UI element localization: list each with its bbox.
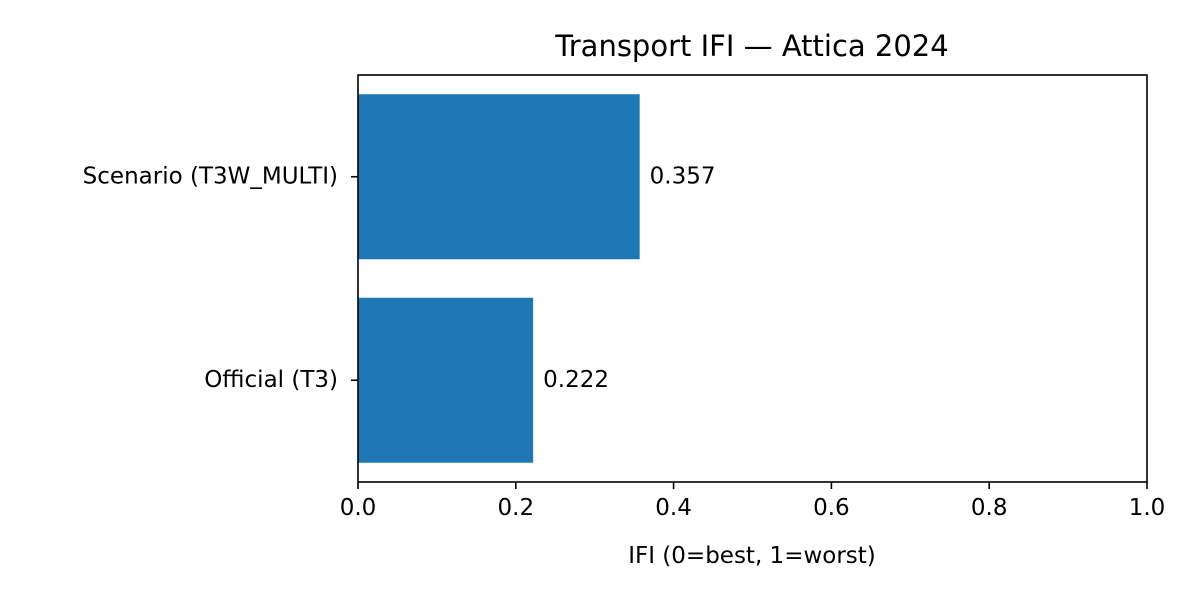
bar-1 — [358, 94, 640, 260]
bars-group: 0.222 0.357 — [358, 94, 716, 463]
x-axis-label: IFI (0=best, 1=worst) — [628, 543, 876, 569]
x-axis-ticks: 0.0 0.2 0.4 0.6 0.8 1.0 — [340, 482, 1166, 521]
x-tick-label-3: 0.6 — [813, 495, 850, 521]
y-tick-label-1: Scenario (T3W_MULTI) — [83, 163, 338, 189]
y-tick-label-0: Official (T3) — [204, 367, 338, 393]
data-label-0: 0.222 — [543, 367, 609, 393]
bar-0 — [358, 297, 534, 463]
y-axis-ticks: Official (T3) Scenario (T3W_MULTI) — [83, 163, 358, 393]
data-label-1: 0.357 — [650, 163, 716, 189]
x-tick-label-5: 1.0 — [1129, 495, 1166, 521]
chart-title: Transport IFI — Attica 2024 — [554, 29, 948, 63]
x-tick-label-1: 0.2 — [498, 495, 535, 521]
x-tick-label-2: 0.4 — [655, 495, 692, 521]
x-tick-label-4: 0.8 — [971, 495, 1008, 521]
plot-frame — [357, 74, 1148, 483]
x-tick-label-0: 0.0 — [340, 495, 377, 521]
